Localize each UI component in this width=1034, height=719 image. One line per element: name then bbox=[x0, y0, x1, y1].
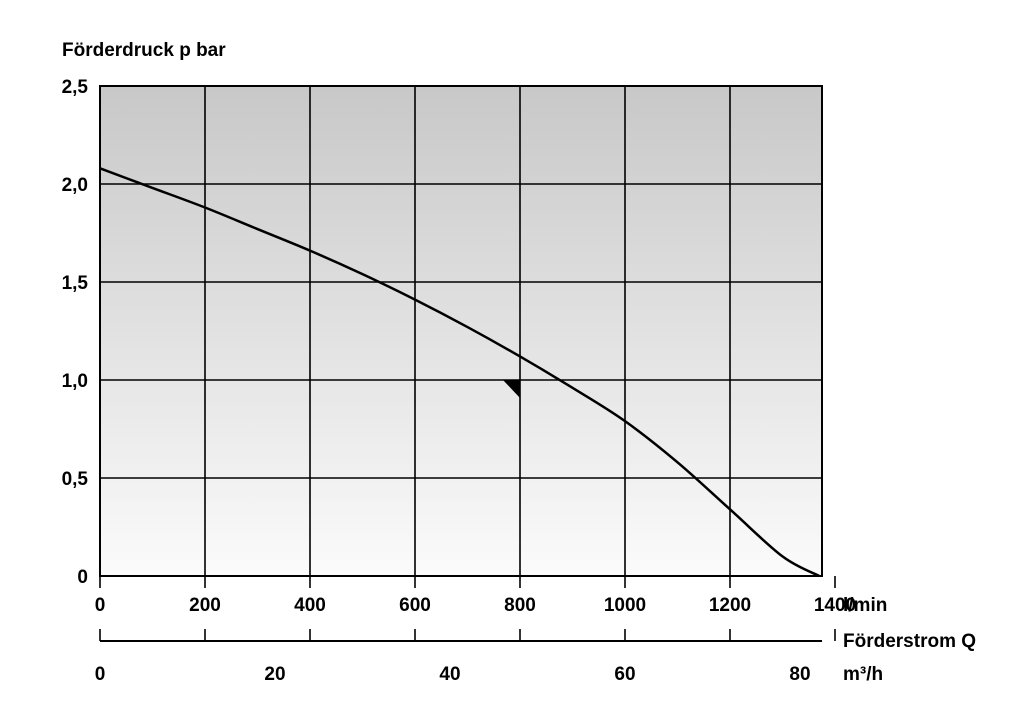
x-tick-label-lmin-200: 200 bbox=[189, 595, 221, 616]
x-tick-labels-m3h: 0 20 40 60 80 bbox=[95, 664, 811, 685]
x-tick-label-lmin-1400: 1400 bbox=[814, 595, 856, 616]
x-tick-label-lmin-400: 400 bbox=[294, 595, 326, 616]
x-tick-label-m3h-20: 20 bbox=[264, 664, 285, 685]
y-tick-label-1,0: 1,0 bbox=[62, 371, 88, 392]
x-tick-label-m3h-80: 80 bbox=[789, 664, 810, 685]
grid-vertical bbox=[204, 86, 731, 576]
operating-point-marker bbox=[503, 380, 520, 398]
y-axis-label: Förderdruck p bar bbox=[62, 40, 226, 61]
series-pressure-curve bbox=[99, 167, 820, 578]
x-tick-label-lmin-1200: 1200 bbox=[709, 595, 751, 616]
x-axis-label-secondary: Förderstrom Q bbox=[843, 631, 976, 652]
x-unit-lmin: l/min bbox=[843, 595, 887, 616]
x-tick-label-m3h-0: 0 bbox=[95, 664, 106, 685]
secondary-axis-ticks bbox=[99, 629, 836, 641]
y-tick-label-2,0: 2,0 bbox=[62, 175, 88, 196]
plot-area bbox=[99, 85, 823, 577]
y-tick-label-0,5: 0,5 bbox=[62, 469, 89, 490]
y-tick-label-1,5: 1,5 bbox=[62, 273, 89, 294]
y-tick-label-2,5: 2,5 bbox=[62, 77, 89, 98]
x-tick-label-lmin-800: 800 bbox=[504, 595, 536, 616]
x-tick-label-lmin-1000: 1000 bbox=[604, 595, 646, 616]
x-tick-label-lmin-0: 0 bbox=[95, 595, 106, 616]
x-tick-label-m3h-40: 40 bbox=[439, 664, 460, 685]
y-tick-label-0: 0 bbox=[77, 567, 88, 588]
grid-horizontal bbox=[100, 183, 822, 479]
y-tick-labels: 0 0,5 1,0 1,5 2,0 2,5 bbox=[62, 77, 89, 588]
x-tick-labels-lmin: 0 200 400 600 800 1000 1200 1400 bbox=[95, 576, 856, 616]
x-tick-label-m3h-60: 60 bbox=[614, 664, 635, 685]
x-tick-label-lmin-600: 600 bbox=[399, 595, 431, 616]
x-unit-m3h: m³/h bbox=[843, 664, 883, 685]
